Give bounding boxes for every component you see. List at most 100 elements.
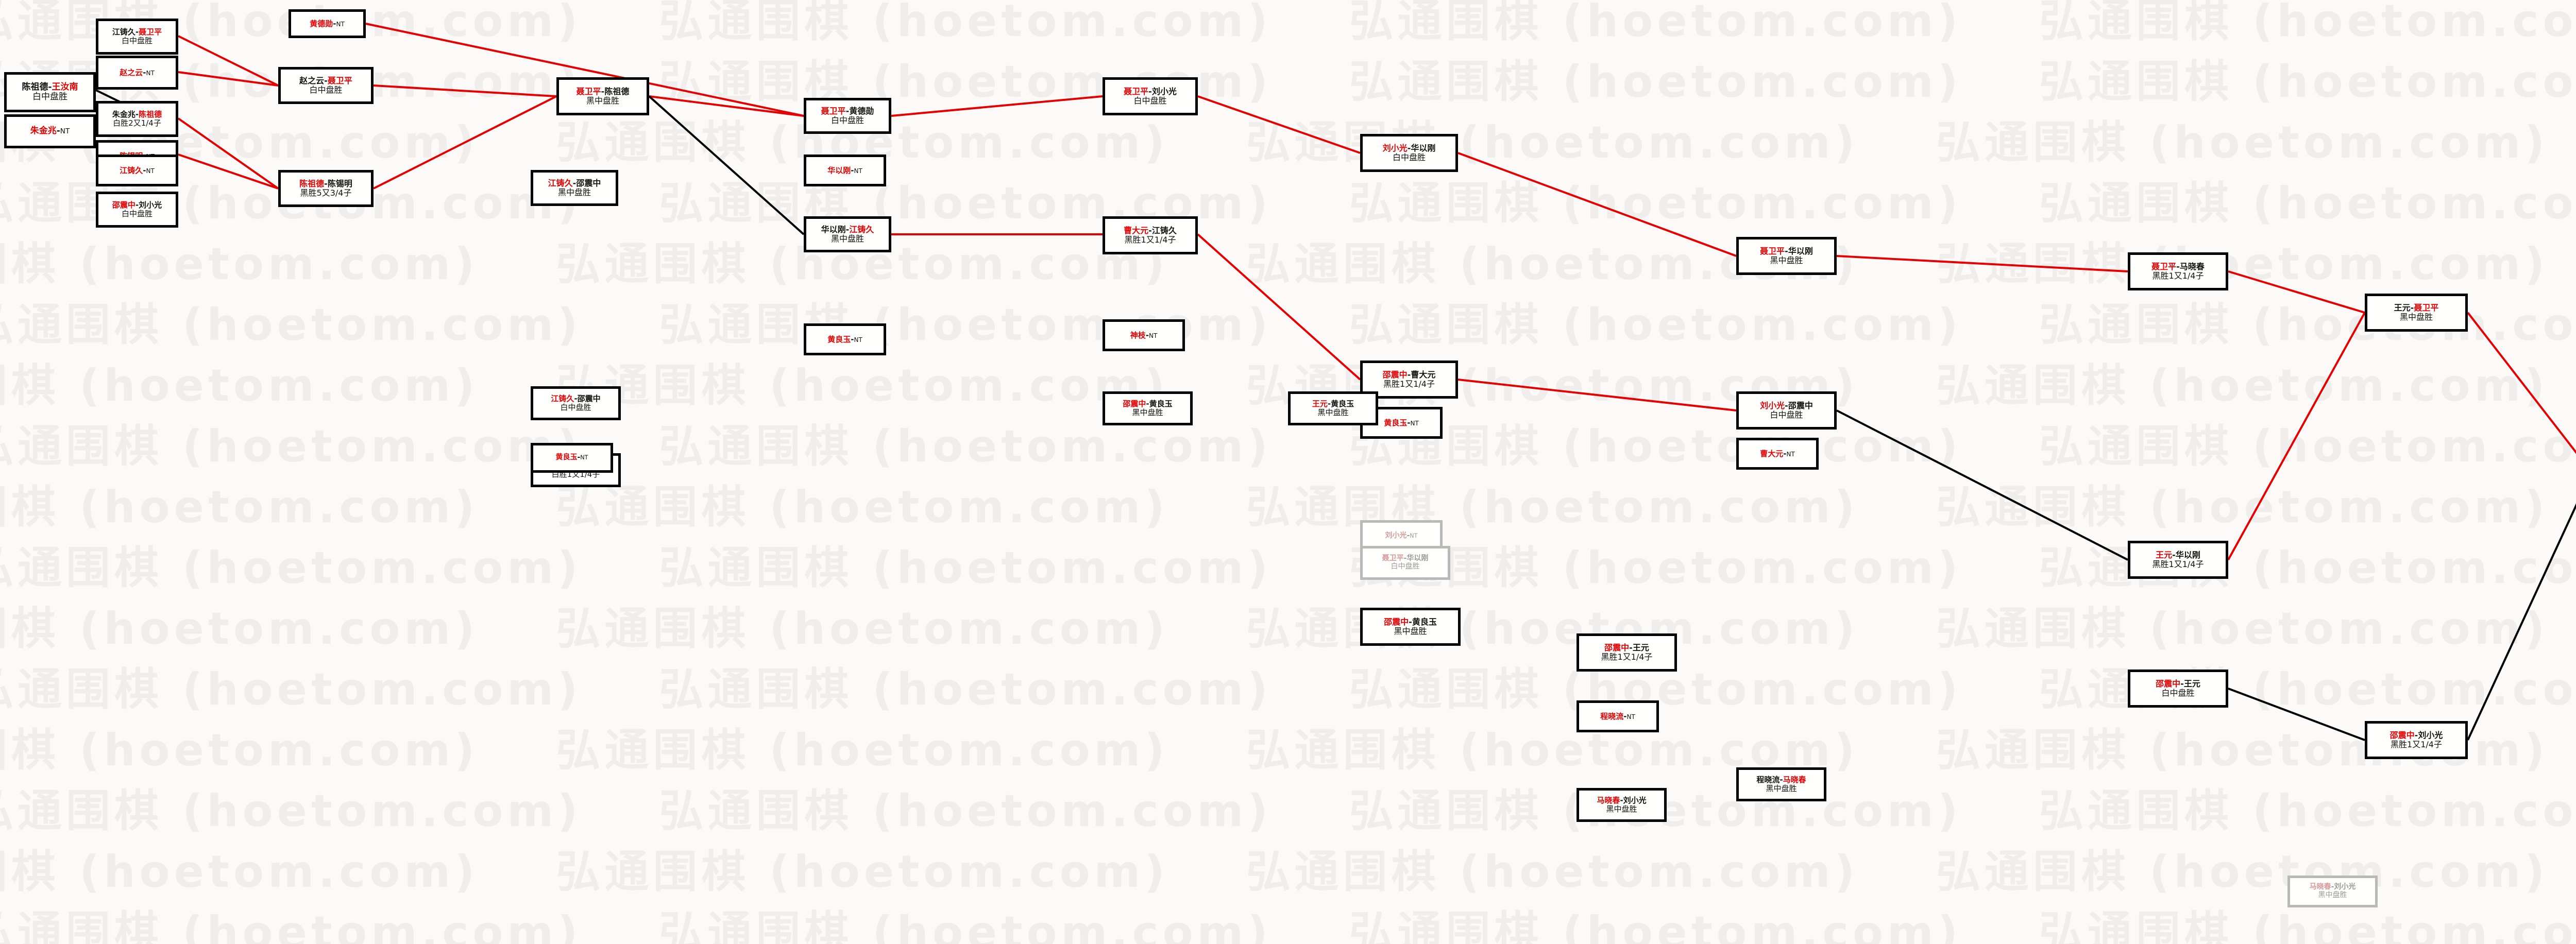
player-two: 马晓春 [1783,775,1806,785]
match-players: 邵震中-王元 [1604,643,1649,653]
match-box[interactable]: 神枝-NT [1103,319,1185,351]
bracket-link [1197,233,1361,381]
player-one: 王元 [1312,399,1328,409]
match-box[interactable]: 陈祖德-王汝南 白中盘胜 [4,72,96,112]
player-separator: - [1783,449,1787,458]
match-players: 朱金兆-NT [30,126,70,136]
match-box[interactable]: 聂卫平-陈祖德 黑中盘胜 [556,77,649,115]
match-box[interactable]: 陈祖德-陈锡明 黑胜5又3/4子 [278,170,374,207]
match-result: 白中盘胜 [1391,562,1420,571]
player-two: 黄良玉 [1331,399,1354,409]
match-players: 聂卫平-陈祖德 [577,87,630,96]
match-box[interactable]: 朱金兆-陈祖德 白胜2又1/4子 [96,101,178,137]
match-box[interactable]: 江铸久-邵震中 白中盘胜 [531,386,621,420]
player-separator: - [572,178,577,188]
player-separator: - [2410,303,2414,313]
player-two: 王汝南 [52,81,78,92]
match-box[interactable]: 江铸久-聂卫平 白中盘胜 [96,19,178,55]
player-separator: - [1620,796,1623,805]
match-box[interactable]: 黄德勋-NT [289,9,366,38]
match-players: 邵震中-曹大元 [1383,370,1436,380]
player-two: NT [854,167,862,175]
bracket-link [2228,270,2365,314]
player-separator: - [135,110,139,119]
match-box[interactable]: 黄良玉-NT [531,443,613,473]
match-result: 白中盘胜 [2161,688,2195,698]
player-separator: - [1623,711,1627,721]
match-box[interactable]: 聂卫平-马晓春 黑胜1又1/4子 [2128,252,2228,290]
player-one: 马晓春 [2309,883,2331,891]
match-box[interactable]: 马晓春-刘小光 黑中盘胜 [2287,876,2378,907]
match-result: 黑中盘胜 [1132,408,1163,417]
match-box[interactable]: 赵之云-聂卫平 白中盘胜 [278,67,374,104]
match-result: 黑胜1又1/4子 [1383,379,1435,389]
player-two: NT [1410,533,1418,540]
match-box[interactable]: 聂卫平-黄德勋 白中盘胜 [804,98,891,134]
match-box[interactable]: 华以刚-江铸久 黑中盘胜 [804,216,891,252]
match-players: 马晓春-刘小光 [2310,883,2356,891]
player-separator: - [2414,730,2418,741]
player-two: 刘小光 [1151,87,1177,97]
match-players: 赵之云-NT [120,68,155,77]
match-players: 程晓流-马晓春 [1756,776,1806,784]
match-players: 赵之云-聂卫平 [299,76,352,85]
player-separator: - [1785,246,1788,256]
player-one: 邵震中 [2389,730,2415,741]
player-one: 马晓春 [1597,796,1620,805]
match-players: 王元-华以刚 [2156,551,2200,560]
match-result: 白中盘胜 [1133,96,1167,106]
player-separator: - [143,67,146,77]
player-one: 聂卫平 [576,87,601,97]
match-box[interactable]: 程晓流-NT [1577,700,1659,732]
match-box[interactable]: 江铸久-邵震中 黑中盘胜 [531,170,618,206]
player-one: 江铸久 [112,27,135,37]
bracket-link [2467,312,2576,454]
player-two: 王元 [1632,643,1649,653]
bracket-link [178,71,279,87]
match-box[interactable]: 聂卫平-华以刚 白中盘胜 [1360,546,1450,580]
match-result: 黑胜5又3/4子 [300,188,352,198]
player-one: 华以刚 [821,225,846,235]
match-box[interactable]: 刘小光-华以刚 白中盘胜 [1360,134,1458,172]
player-one: 赵之云 [299,76,325,86]
match-players: 王元-聂卫平 [2394,303,2439,313]
player-one: 朱金兆 [30,126,57,136]
player-separator: - [1629,643,1633,653]
match-box[interactable]: 朱金兆-NT [4,114,96,148]
match-box[interactable]: 聂卫平-刘小光 白中盘胜 [1103,77,1198,115]
match-box[interactable]: 王元-华以刚 黑胜1又1/4子 [2128,541,2228,579]
match-box[interactable]: 曹大元-NT [1736,438,1819,470]
player-one: 刘小光 [1382,143,1408,153]
match-box[interactable]: 邵震中-黄良玉 黑中盘胜 [1360,608,1461,646]
player-two: 华以刚 [2175,550,2200,560]
match-box[interactable]: 黄良玉-NT [804,323,886,355]
match-box[interactable]: 聂卫平-华以刚 黑中盘胜 [1736,237,1837,275]
match-box[interactable]: 华以刚-NT [804,155,886,186]
player-two: 曹大元 [1411,370,1436,380]
match-box[interactable]: 邵震中-刘小光 白中盘胜 [96,192,178,228]
match-result: 黑中盘胜 [831,234,864,244]
match-box[interactable]: 邵震中-王元 黑胜1又1/4子 [1577,633,1677,672]
match-result: 黑中盘胜 [2318,891,2347,899]
player-two: 黄良玉 [1412,617,1437,627]
player-separator: - [2172,550,2176,560]
player-one: 朱金兆 [112,110,135,119]
match-box[interactable]: 王元-黄良玉 黑中盘胜 [1288,391,1378,425]
match-box[interactable]: 刘小光-邵震中 白中盘胜 [1736,391,1837,430]
match-players: 神枝-NT [1130,331,1158,340]
match-players: 黄良玉-NT [1384,418,1419,427]
match-box[interactable]: 邵震中-黄良玉 黑中盘胜 [1103,391,1193,425]
match-box[interactable]: 王元-聂卫平 黑中盘胜 [2365,294,2468,332]
match-box[interactable]: 江铸久-NT [96,155,178,186]
match-result: 黑中盘胜 [586,96,619,106]
match-box[interactable]: 马晓春-刘小光 黑中盘胜 [1577,788,1667,822]
player-two: 马晓春 [2179,262,2205,272]
match-box[interactable]: 邵震中-王元 白中盘胜 [2128,670,2228,708]
match-box[interactable]: 曹大元-江铸久 黑胜1又1/4子 [1103,216,1198,254]
match-box[interactable]: 程晓流-马晓春 黑中盘胜 [1736,767,1826,801]
player-one: 江铸久 [548,178,573,188]
match-result: 黑胜1又1/4子 [2391,740,2442,749]
match-box[interactable]: 赵之云-NT [96,56,178,90]
match-box[interactable]: 邵震中-刘小光 黑胜1又1/4子 [2365,721,2468,759]
player-two: 刘小光 [1623,796,1647,805]
